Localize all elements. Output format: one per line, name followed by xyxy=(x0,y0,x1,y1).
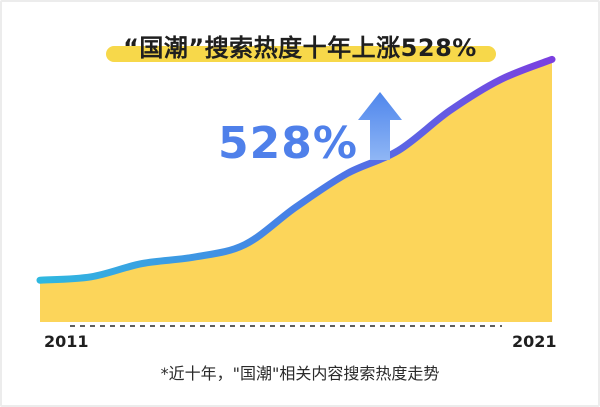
area-fill xyxy=(40,59,552,323)
x-tick-label-start: 2011 xyxy=(44,332,89,351)
up-arrow-icon xyxy=(358,92,402,160)
chart-title: “国潮”搜索热度十年上涨528% xyxy=(123,34,477,62)
increase-callout: 528% xyxy=(218,118,358,169)
chart-title-block: “国潮”搜索热度十年上涨528% xyxy=(100,24,500,68)
chart-caption: *近十年，"国潮"相关内容搜索热度走势 xyxy=(160,364,440,383)
title-highlight xyxy=(106,46,496,62)
trend-line xyxy=(36,55,556,284)
x-tick-label-end: 2021 xyxy=(512,332,557,351)
